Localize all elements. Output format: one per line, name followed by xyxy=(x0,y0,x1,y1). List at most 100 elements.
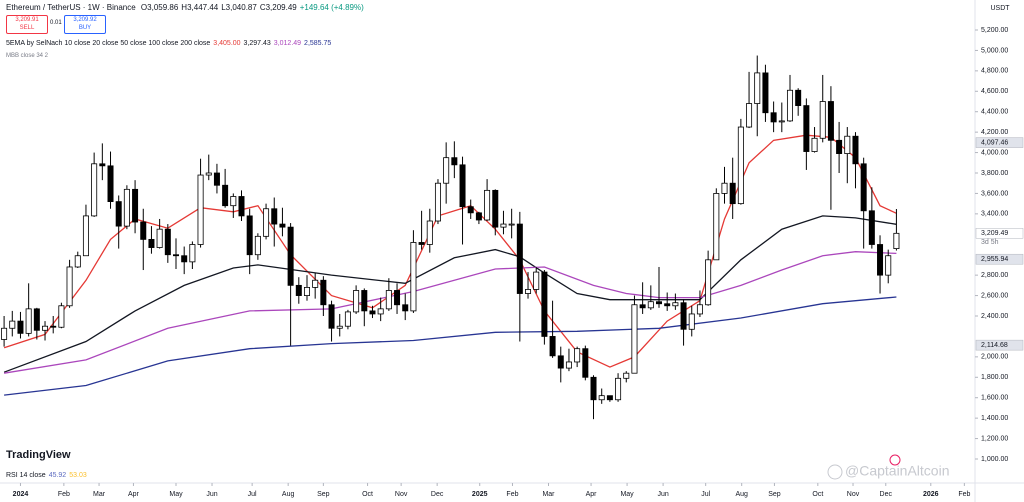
candle-body xyxy=(475,212,482,221)
x-tick-label: 2025 xyxy=(472,491,488,498)
ema-value: 3,297.43 xyxy=(243,40,271,47)
price-axis-bg xyxy=(975,0,1024,502)
candle-body xyxy=(893,232,900,250)
y-tick-label: 4,400.00 xyxy=(981,109,1008,116)
y-tick-label: 4,800.00 xyxy=(981,68,1008,75)
symbol-header: Ethereum / TetherUS · 1W · Binance O3,05… xyxy=(6,3,370,12)
candle-body xyxy=(99,163,106,167)
candle-body xyxy=(696,304,703,315)
x-tick-label: Oct xyxy=(362,491,373,498)
y-tick-label: 2,800.00 xyxy=(981,272,1008,279)
symbol-title: Ethereum / TetherUS · 1W · Binance xyxy=(6,3,136,12)
candle-body xyxy=(434,182,441,222)
candle-body xyxy=(492,189,499,228)
ema-line xyxy=(3,251,897,374)
candle-body xyxy=(885,255,892,276)
x-tick-label: Aug xyxy=(735,491,748,498)
candle-body xyxy=(500,223,507,228)
candle-body xyxy=(582,348,589,378)
x-tick-label: Mar xyxy=(93,491,106,498)
buy-button[interactable]: 3,209.92 BUY xyxy=(64,15,106,34)
candle-body xyxy=(860,163,867,212)
candle-body xyxy=(606,395,613,401)
sell-label: SELL xyxy=(19,25,35,31)
candle-body xyxy=(107,165,114,203)
price-label: 2,955.94 xyxy=(981,256,1008,263)
candle-body xyxy=(132,188,139,223)
candle-body xyxy=(377,308,384,315)
buy-label: BUY xyxy=(78,25,92,31)
candle-body xyxy=(770,112,777,123)
candle-body xyxy=(533,271,540,290)
y-tick-label: 1,600.00 xyxy=(981,395,1008,402)
candle-body xyxy=(123,188,130,227)
x-tick-label: Feb xyxy=(958,491,970,498)
price-axis: 1,000.00 1,200.00 1,400.00 1,600.00 1,800.00… xyxy=(975,27,1024,463)
rsi-value: 45.92 xyxy=(48,472,67,479)
candle-body xyxy=(50,325,57,328)
candle-body xyxy=(836,139,843,154)
y-tick-label: 1,800.00 xyxy=(981,374,1008,381)
candle-body xyxy=(287,226,294,286)
sell-button[interactable]: 3,209.91 SELL xyxy=(6,15,48,34)
rsi-legend: RSI 14 close 45.92 53.03 xyxy=(6,472,93,479)
candle-body xyxy=(844,135,851,154)
candle-body xyxy=(328,304,335,329)
x-tick-label: 2024 xyxy=(13,491,29,498)
mbb-legend: MBB close 34 2 xyxy=(6,53,49,59)
candle-body xyxy=(426,220,433,245)
candle-body xyxy=(1,327,8,340)
y-tick-label: 4,200.00 xyxy=(981,129,1008,136)
candle-body xyxy=(25,308,32,334)
candle-body xyxy=(868,210,875,245)
candle-body xyxy=(680,302,687,330)
candle-body xyxy=(525,289,532,294)
candle-body xyxy=(705,259,712,306)
candle-body xyxy=(778,120,785,123)
candle-body xyxy=(639,304,646,309)
candle-body xyxy=(246,215,253,256)
candle-body xyxy=(156,228,163,248)
ohlc-value: H3,447.44 xyxy=(181,3,219,12)
x-tick-label: May xyxy=(169,491,183,498)
candle-body xyxy=(238,196,245,217)
x-tick-label: Jul xyxy=(248,491,257,498)
price-label: 3,209.49 xyxy=(981,230,1008,237)
candle-body xyxy=(213,172,220,186)
x-tick-label: 2026 xyxy=(923,491,939,498)
candle-body xyxy=(140,221,147,240)
candle-body xyxy=(42,325,49,331)
x-tick-label: Dec xyxy=(431,491,444,498)
candle-body xyxy=(467,206,474,214)
candle-body xyxy=(803,105,810,152)
candle-body xyxy=(795,89,802,106)
candle-body xyxy=(369,310,376,315)
y-tick-label: 5,200.00 xyxy=(981,27,1008,34)
y-tick-label: 1,200.00 xyxy=(981,435,1008,442)
alert-icon xyxy=(889,454,901,466)
candle-body xyxy=(729,182,736,205)
y-tick-label: 2,000.00 xyxy=(981,354,1008,361)
price-label-bg xyxy=(975,339,1024,351)
ema-line xyxy=(3,134,897,368)
candle-body xyxy=(541,271,548,337)
ema-legend: 5EMA by SelNach 10 close 20 close 50 clo… xyxy=(6,40,337,47)
candle-body xyxy=(451,157,458,166)
x-tick-label: May xyxy=(620,491,634,498)
x-tick-label: Feb xyxy=(58,491,70,498)
candle-body xyxy=(66,266,73,307)
tradingview-logo: TradingView xyxy=(6,449,71,461)
x-tick-label: Nov xyxy=(395,491,408,498)
ohlc-value: O3,059.86 xyxy=(140,3,179,12)
ema-values: 3,405.00 3,297.43 3,012.49 2,585.75 xyxy=(213,40,334,47)
price-label-bg xyxy=(975,228,1024,239)
candle-body xyxy=(590,376,597,401)
candle-body xyxy=(418,242,425,245)
ohlc: O3,059.86 H3,447.44 L3,040.87 C3,209.49 +149… xyxy=(141,3,367,12)
candle-body xyxy=(852,135,859,165)
candle-body xyxy=(713,193,720,261)
y-tick-label: 4,600.00 xyxy=(981,88,1008,95)
candle-body xyxy=(721,182,728,194)
